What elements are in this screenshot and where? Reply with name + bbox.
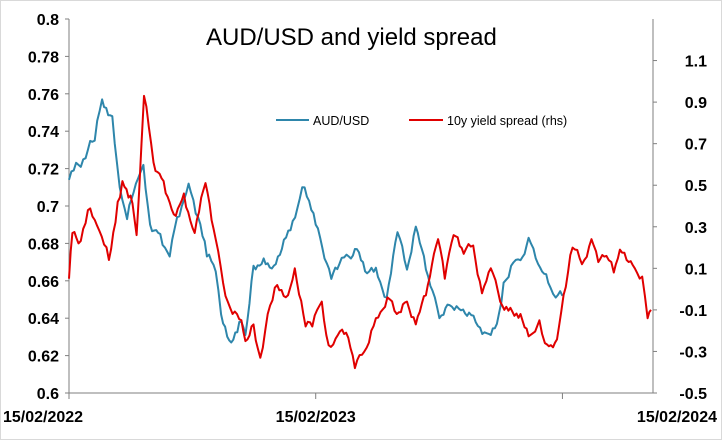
legend: AUD/USD 10y yield spread (rhs): [276, 114, 567, 128]
right-tick-label: 0.9: [685, 95, 707, 112]
x-tick-label: 15/02/2022: [3, 409, 83, 426]
left-tick-label: 0.66: [28, 274, 59, 291]
right-tick-label: 0.7: [685, 137, 707, 154]
left-tick-label: 0.64: [28, 311, 59, 328]
right-tick-label: 1.1: [685, 54, 707, 71]
x-tick-label: 15/02/2023: [276, 409, 356, 426]
left-tick-label: 0.68: [28, 236, 59, 253]
left-tick-label: 0.72: [28, 162, 59, 179]
x-axis-ticks: 15/02/2022 15/02/2023 15/02/2024: [3, 409, 717, 426]
series-line-audusd: [68, 98, 564, 344]
series-line-yield-spread: [68, 94, 652, 370]
right-tick-label: 0.1: [685, 261, 707, 278]
x-tick-label: 15/02/2024: [637, 409, 717, 426]
legend-label-yield-spread: 10y yield spread (rhs): [447, 114, 567, 128]
left-tick-label: 0.7: [37, 199, 59, 216]
left-tick-label: 0.76: [28, 87, 59, 104]
chart-title: AUD/USD and yield spread: [206, 24, 497, 51]
left-tick-label: 0.74: [28, 124, 59, 141]
legend-label-audusd: AUD/USD: [313, 114, 369, 128]
axis-tick-marks: [65, 18, 657, 399]
right-tick-label: 0.5: [685, 178, 707, 195]
left-tick-label: 0.6: [37, 386, 59, 403]
left-axis-ticks: 0.8 0.78 0.76 0.74 0.72 0.7 0.68 0.66 0.64 0.62 0.…: [28, 12, 59, 403]
right-tick-label: -0.3: [679, 344, 707, 361]
right-axis-ticks: 1.1 0.9 0.7 0.5 0.3 0.1 -0.1 -0.3 -0.5: [679, 54, 707, 403]
right-tick-label: -0.5: [679, 386, 707, 403]
left-tick-label: 0.62: [28, 349, 59, 366]
left-tick-label: 0.8: [37, 12, 59, 29]
right-tick-label: -0.1: [679, 303, 707, 320]
right-tick-label: 0.3: [685, 220, 707, 237]
left-tick-label: 0.78: [28, 49, 59, 66]
